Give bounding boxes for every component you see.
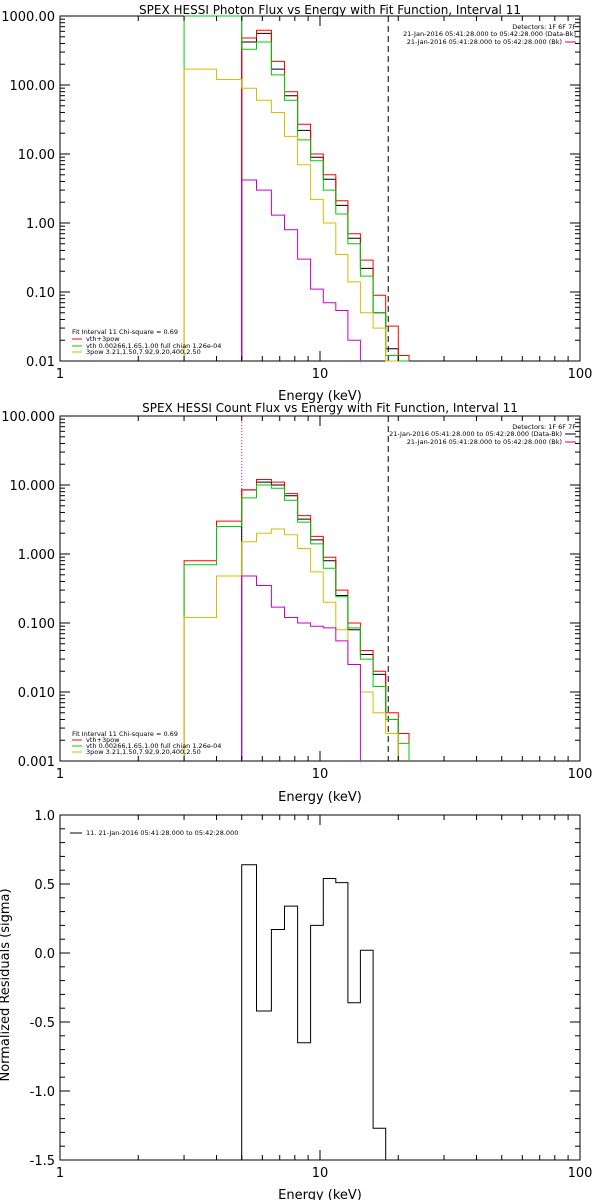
histogram-series-3 <box>183 68 399 362</box>
x-tick-label: 10 <box>312 367 329 382</box>
y-tick-label: 1.00 <box>26 217 55 232</box>
count-legend: Fit Interval 11 Chi-square = 0.69 vth+3p… <box>72 730 221 756</box>
y-tick-label: 0.010 <box>18 686 55 701</box>
y-tick-label: 0.100 <box>18 617 55 632</box>
residuals-legend-label: 11. 21-Jan-2016 05:41:28.000 to 05:42:28… <box>86 829 238 837</box>
y-tick-label: 100.00 <box>10 79 56 94</box>
residuals-axes: 1 10 100 -1.5 -1.0 -0.5 0.0 0.5 1.0 <box>30 809 593 1181</box>
histogram-series-4 <box>241 575 361 761</box>
photon-header-text: Detectors: 1F 6F 7F 21-Jan-2016 05:41:28… <box>403 23 576 46</box>
y-tick-label: 0.0 <box>34 947 55 962</box>
count-legend-red-label: vth+3pow <box>86 736 120 744</box>
histogram-series-0 <box>241 481 399 761</box>
residuals-panel: 1 10 100 -1.5 -1.0 -0.5 0.0 0.5 1.0 Energy (keV)… <box>0 809 592 1200</box>
y-tick-label: 0.10 <box>26 286 55 301</box>
y-tick-label: 1.000 <box>18 548 55 563</box>
histogram-series-0 <box>241 864 399 1161</box>
photon-legend-red-label: vth+3pow <box>86 335 120 343</box>
count-plot-content <box>183 416 410 761</box>
residuals-plot-content <box>241 864 399 1161</box>
y-tick-label: -1.5 <box>30 1154 55 1169</box>
y-tick-label: -0.5 <box>30 1016 55 1031</box>
y-tick-label: 100.000 <box>1 410 55 425</box>
photon-legend: Fit Interval 11 Chi-square = 0.69 vth+3p… <box>72 328 221 356</box>
x-tick-label: 10 <box>312 1166 329 1181</box>
histogram-series-1 <box>241 29 410 361</box>
histogram-series-2 <box>183 484 410 761</box>
count-header-data-bk: 21-Jan-2016 05:41:28.000 to 05:42:28.000… <box>389 430 562 438</box>
histogram-series-2 <box>183 15 409 362</box>
x-tick-label: 100 <box>568 1166 593 1181</box>
count-legend-yellow-label: 3pow 3.21,1.50,7.92,9.20,400,2.50 <box>86 748 201 756</box>
y-tick-label: -1.0 <box>30 1085 55 1100</box>
x-tick-label: 100 <box>568 367 593 382</box>
x-tick-label: 100 <box>568 767 593 782</box>
x-tick-label: 1 <box>56 767 64 782</box>
photon-plot-frame <box>59 15 581 362</box>
count-header-detectors: Detectors: 1F 6F 7F <box>512 423 576 431</box>
y-tick-label: 0.001 <box>18 755 55 770</box>
count-legend-fit-info: Fit Interval 11 Chi-square = 0.69 <box>72 730 178 738</box>
photon-axes: 1 10 100 0.01 0.10 1.00 10.00 100.00 1000.00 <box>1 10 592 382</box>
count-header-text: Detectors: 1F 6F 7F 21-Jan-2016 05:41:28… <box>389 423 576 446</box>
count-x-axis-label: Energy (keV) <box>278 790 362 805</box>
photon-legend-green-label: vth 0.00266,1.65,1.00 full chian 1.26e-0… <box>86 342 221 350</box>
photon-chart-title: SPEX HESSI Photon Flux vs Energy with Fi… <box>139 3 521 17</box>
x-tick-label: 1 <box>56 367 64 382</box>
y-tick-label: 10.000 <box>10 479 56 494</box>
count-chart-title: SPEX HESSI Count Flux vs Energy with Fit… <box>142 401 518 415</box>
photon-header-data-bk: 21-Jan-2016 05:41:28.000 to 05:42:28.000… <box>403 30 576 38</box>
y-tick-label: 1.0 <box>34 809 55 824</box>
x-tick-label: 10 <box>312 767 329 782</box>
photon-legend-yellow-label: 3pow 3.21,1.50,7.92,9.20,400,2.50 <box>86 348 201 356</box>
count-header-bk: 21-Jan-2016 05:41:28.000 to 05:42:28.000… <box>407 438 562 446</box>
count-plot-frame <box>59 415 581 762</box>
residuals-plot-frame <box>59 814 581 1161</box>
photon-header-bk: 21-Jan-2016 05:41:28.000 to 05:42:28.000… <box>407 38 562 46</box>
photon-x-axis-label: Energy (keV) <box>278 389 362 404</box>
photon-flux-panel: SPEX HESSI Photon Flux vs Energy with Fi… <box>1 3 592 404</box>
histogram-series-1 <box>183 479 410 761</box>
histogram-series-3 <box>183 528 399 761</box>
photon-plot-content <box>183 15 410 362</box>
residuals-legend: 11. 21-Jan-2016 05:41:28.000 to 05:42:28… <box>70 829 238 837</box>
count-legend-green-label: vth 0.00266,1.65,1.00 full chian 1.26e-0… <box>86 742 221 750</box>
count-axes: 1 10 100 0.001 0.010 0.100 1.000 10.000 100.000 <box>1 410 592 782</box>
count-flux-panel: SPEX HESSI Count Flux vs Energy with Fit… <box>1 401 592 805</box>
histogram-series-4 <box>241 179 361 361</box>
histogram-series-0 <box>241 32 399 361</box>
residuals-x-axis-label: Energy (keV) <box>278 1188 362 1200</box>
residuals-y-axis-label: Normalized Residuals (sigma) <box>0 888 13 1081</box>
photon-header-detectors: Detectors: 1F 6F 7F <box>512 23 576 31</box>
y-tick-label: 0.01 <box>26 355 55 370</box>
y-tick-label: 0.5 <box>34 878 55 893</box>
y-tick-label: 1000.00 <box>1 10 55 25</box>
y-tick-label: 10.00 <box>18 148 55 163</box>
photon-legend-fit-info: Fit Interval 11 Chi-square = 0.69 <box>72 328 178 336</box>
x-tick-label: 1 <box>56 1166 64 1181</box>
